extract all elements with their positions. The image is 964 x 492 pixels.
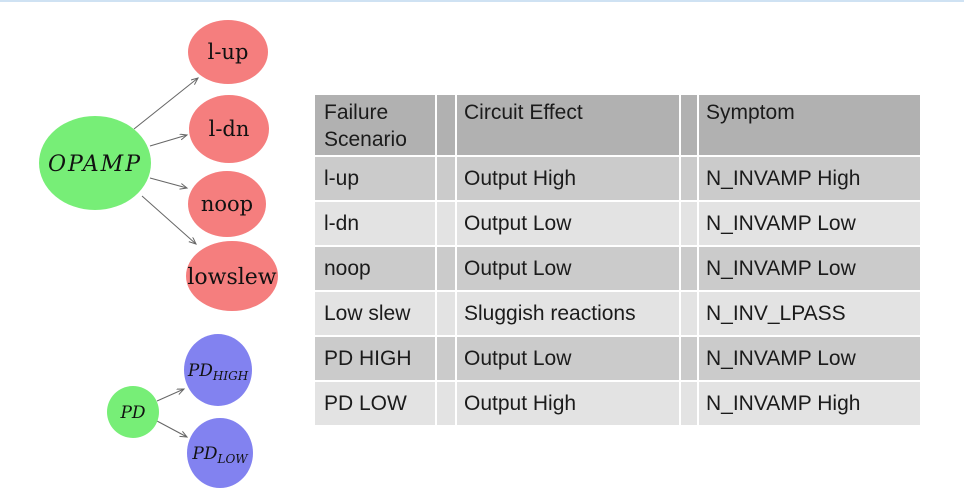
cell-scenario: PD HIGH	[315, 337, 435, 380]
pd-low-label: PDLOW	[191, 444, 249, 466]
header-symptom: Symptom	[699, 95, 920, 155]
pd-high-label-sub: HIGH	[212, 369, 249, 383]
cell-scenario: noop	[315, 247, 435, 290]
pd-edges	[156, 389, 187, 437]
cell-effect: Sluggish reactions	[457, 292, 679, 335]
cell-spacer	[437, 202, 455, 245]
cell-spacer	[681, 157, 697, 200]
ldn-ellipse	[189, 95, 269, 163]
cell-symptom: N_INVAMP Low	[699, 337, 920, 380]
table-row: PD HIGH Output Low N_INVAMP Low	[315, 337, 920, 380]
cell-spacer	[681, 247, 697, 290]
table-row: PD LOW Output High N_INVAMP High	[315, 382, 920, 425]
pd-low-node: PDLOW	[187, 418, 253, 488]
pd-high-circle	[184, 334, 252, 406]
cell-spacer	[437, 247, 455, 290]
cell-symptom: N_INVAMP High	[699, 157, 920, 200]
table-row: Low slew Sluggish reactions N_INV_LPASS	[315, 292, 920, 335]
header-spacer-2	[681, 95, 697, 155]
failure-node-lowslew: lowslew	[186, 241, 278, 311]
opamp-ellipse	[39, 116, 151, 210]
cell-scenario: Low slew	[315, 292, 435, 335]
edge-opamp-lowslew	[141, 195, 196, 244]
pd-high-label: PDHIGH	[187, 361, 249, 383]
table-row: l-up Output High N_INVAMP High	[315, 157, 920, 200]
lup-label: l-up	[208, 40, 249, 64]
pd-label: PD	[119, 403, 145, 423]
edge-opamp-noop	[149, 177, 187, 188]
cell-effect: Output Low	[457, 247, 679, 290]
table-row: noop Output Low N_INVAMP Low	[315, 247, 920, 290]
cell-spacer	[681, 292, 697, 335]
pd-low-circle	[187, 418, 253, 488]
noop-label: noop	[201, 192, 253, 216]
pd-high-node: PDHIGH	[184, 334, 252, 406]
table-row: l-dn Output Low N_INVAMP Low	[315, 202, 920, 245]
cell-spacer	[437, 157, 455, 200]
edge-pd-high	[156, 389, 184, 402]
cell-spacer	[681, 382, 697, 425]
lup-ellipse	[188, 20, 268, 84]
failure-node-lup: l-up	[188, 20, 268, 84]
failure-scenario-table: Failure Scenario Circuit Effect Symptom …	[313, 93, 922, 427]
top-border-strip	[0, 0, 964, 2]
lowslew-label: lowslew	[187, 265, 276, 290]
cell-scenario: l-dn	[315, 202, 435, 245]
edge-opamp-lup	[133, 78, 198, 130]
cell-spacer	[437, 382, 455, 425]
cell-effect: Output High	[457, 382, 679, 425]
cell-scenario: PD LOW	[315, 382, 435, 425]
table-header-row: Failure Scenario Circuit Effect Symptom	[315, 95, 920, 155]
cell-symptom: N_INVAMP Low	[699, 247, 920, 290]
cell-effect: Output Low	[457, 337, 679, 380]
pd-circle	[107, 386, 159, 438]
cell-spacer	[681, 202, 697, 245]
cell-spacer	[437, 337, 455, 380]
failure-node-noop: noop	[188, 171, 266, 237]
pd-high-label-base: PD	[187, 361, 213, 381]
noop-ellipse	[188, 171, 266, 237]
cell-spacer	[681, 337, 697, 380]
edge-opamp-ldn	[149, 135, 187, 147]
header-spacer-1	[437, 95, 455, 155]
cell-scenario: l-up	[315, 157, 435, 200]
opamp-label: OPAMP	[48, 152, 142, 177]
opamp-edges	[133, 78, 198, 244]
header-circuit-effect: Circuit Effect	[457, 95, 679, 155]
ldn-label: l-dn	[209, 117, 250, 141]
cell-effect: Output Low	[457, 202, 679, 245]
cell-symptom: N_INV_LPASS	[699, 292, 920, 335]
lowslew-ellipse	[186, 241, 278, 311]
cell-effect: Output High	[457, 157, 679, 200]
edge-pd-low	[156, 420, 187, 437]
fault-model-diagram: OPAMP l-up l-dn noop lowslew PD PDHIGH P…	[39, 20, 278, 488]
header-failure-scenario: Failure Scenario	[315, 95, 435, 155]
pd-low-label-sub: LOW	[216, 452, 249, 466]
opamp-node: OPAMP	[39, 116, 151, 210]
cell-symptom: N_INVAMP High	[699, 382, 920, 425]
cell-symptom: N_INVAMP Low	[699, 202, 920, 245]
pd-node: PD	[107, 386, 159, 438]
cell-spacer	[437, 292, 455, 335]
failure-node-ldn: l-dn	[189, 95, 269, 163]
pd-low-label-base: PD	[191, 444, 217, 464]
